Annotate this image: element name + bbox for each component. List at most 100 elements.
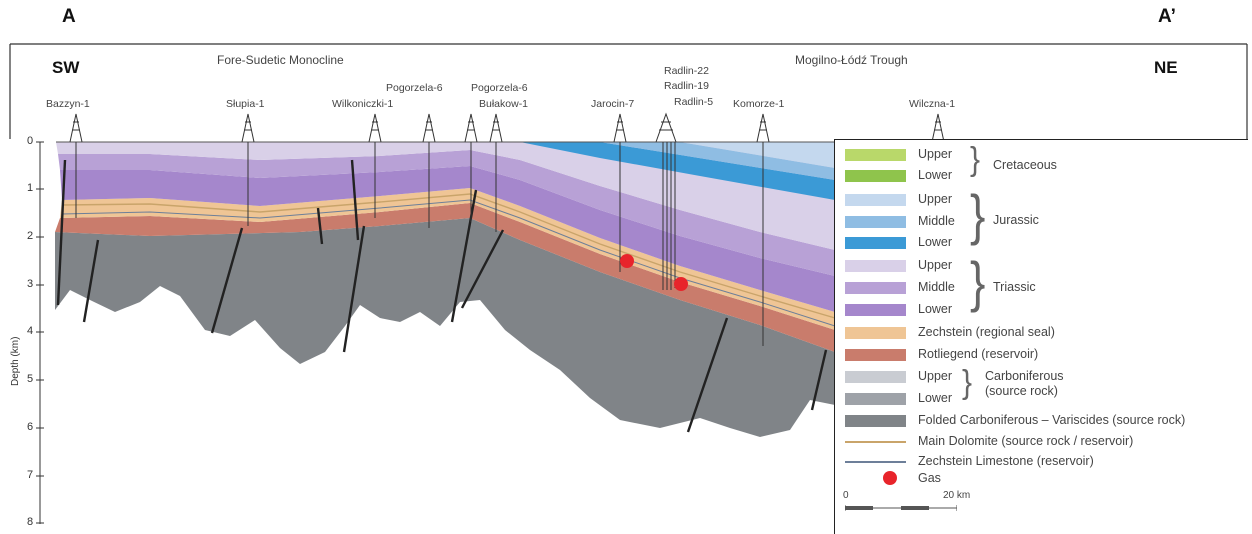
- legend-swatch: [845, 282, 906, 294]
- zechstein-limestone-line: [61, 199, 836, 327]
- legend-swatch: [845, 415, 906, 427]
- legend-label: Upper: [918, 147, 953, 161]
- depth-tick-3: 3: [27, 278, 34, 290]
- depth-tick-7: 7: [27, 469, 34, 481]
- jurassic-brace-icon: }: [970, 183, 986, 247]
- depth-tick-5: 5: [27, 373, 34, 385]
- legend-swatch: [845, 327, 906, 339]
- legend-label: Upper: [918, 192, 953, 206]
- well-wilkoniczki-1: [368, 113, 382, 218]
- gas-marker-jarocin: [620, 254, 634, 268]
- legend-swatch: [845, 349, 906, 361]
- scale-end-label: 20 km: [943, 490, 971, 501]
- legend-label: Lower: [918, 302, 953, 316]
- region-left-label: Fore-Sudetic Monocline: [217, 53, 344, 67]
- well-label-bazzyn-1: Bazzyn-1: [46, 98, 90, 110]
- depth-tick-6: 6: [27, 421, 34, 433]
- rotliegend-layer: [55, 203, 835, 352]
- well-komorze-1: [756, 113, 770, 346]
- legend-label: Lower: [918, 391, 953, 405]
- legend-label: Main Dolomite (source rock / reservoir): [918, 434, 1134, 448]
- depth-tick-8: 8: [27, 516, 34, 528]
- legend-swatch: [845, 237, 906, 249]
- section-end-label: A’: [1158, 6, 1176, 27]
- fault-7: [450, 189, 478, 323]
- legend-label: Folded Carboniferous – Variscides (sourc…: [918, 413, 1186, 427]
- fault-4: [316, 207, 324, 245]
- well-label-jarocin-7: Jarocin-7: [591, 98, 635, 110]
- wells: [69, 112, 945, 346]
- scale-zero-label: 0: [843, 490, 849, 501]
- jurassic-upper-layer: [680, 142, 835, 168]
- legend-group-cretaceous: Cretaceous: [993, 158, 1057, 172]
- well-pogorzela-6a: [422, 113, 436, 228]
- legend-label: Middle: [918, 280, 955, 294]
- legend-group-carboniferous: Carboniferous: [985, 369, 1064, 383]
- well-label-pogorzela-6a: Pogorzela-6: [386, 82, 443, 94]
- legend-swatch: [845, 371, 906, 383]
- cretaceous-brace-icon: }: [970, 141, 981, 178]
- zechstein-layer: [60, 188, 835, 330]
- main-dolomite-line: [61, 193, 836, 319]
- legend-swatch: [845, 194, 906, 206]
- triassic-upper-layer: [56, 142, 835, 250]
- well-label-radlin-19: Radlin-19: [664, 80, 709, 92]
- fault-10: [810, 349, 828, 411]
- jurassic-lower-layer: [520, 142, 835, 200]
- triassic-middle-layer: [58, 150, 835, 276]
- depth-tick-4: 4: [27, 325, 34, 337]
- well-jarocin-7: [613, 113, 627, 272]
- legend-label: Lower: [918, 235, 953, 249]
- well-label-slupia-1: Słupia-1: [226, 98, 265, 110]
- fault-8: [460, 229, 505, 309]
- fault-6: [342, 225, 366, 353]
- well-label-pogorzela-6b: Pogorzela-6: [471, 82, 528, 94]
- legend-group-jurassic: Jurassic: [993, 213, 1039, 227]
- faults: [56, 159, 828, 433]
- legend-panel: Upper Lower Upper Middle Lower Upper Mid…: [834, 139, 1248, 534]
- legend-swatch: [845, 393, 906, 405]
- triassic-brace-icon: }: [970, 250, 986, 314]
- legend-label: Zechstein Limestone (reservoir): [918, 454, 1094, 468]
- well-label-wilkoniczki-1: Wilkoniczki-1: [332, 98, 394, 110]
- legend-swatch: [845, 216, 906, 228]
- carboniferous-brace-icon: }: [962, 364, 973, 401]
- well-label-wilczna-1: Wilczna-1: [909, 98, 956, 110]
- well-pogorzela-6b: [464, 113, 478, 222]
- well-slupia-1: [241, 113, 255, 226]
- legend-label: Gas: [918, 471, 941, 485]
- legend-label: Upper: [918, 258, 953, 272]
- legend-group-triassic: Triassic: [993, 280, 1036, 294]
- depth-axis-ticks: [36, 141, 44, 524]
- depth-tick-2: 2: [27, 230, 34, 242]
- fault-5: [350, 159, 360, 241]
- well-label-radlin-22: Radlin-22: [664, 65, 709, 77]
- direction-ne-label: NE: [1154, 58, 1178, 77]
- legend-swatch: [845, 304, 906, 316]
- legend-label: Rotliegend (reservoir): [918, 347, 1039, 361]
- legend-line-swatch: [845, 441, 906, 443]
- direction-sw-label: SW: [52, 58, 80, 77]
- legend-line-swatch: [845, 461, 906, 463]
- well-radlin-group: [655, 112, 677, 290]
- depth-axis-label: Depth (km): [10, 336, 21, 386]
- well-label-radlin-5: Radlin-5: [674, 96, 714, 108]
- legend-group-carboniferous-note: (source rock): [985, 384, 1058, 398]
- section-start-label: A: [62, 6, 76, 27]
- well-wilczna-1: [931, 113, 945, 143]
- gas-marker-radlin: [674, 277, 688, 291]
- legend-label: Zechstein (regional seal): [918, 325, 1055, 339]
- well-label-komorze-1: Komorze-1: [733, 98, 785, 110]
- well-label-bulakow-1: Bułakow-1: [479, 98, 529, 110]
- legend-swatch: [845, 170, 906, 182]
- legend-label: Middle: [918, 214, 955, 228]
- legend-label: Lower: [918, 168, 953, 182]
- well-bazzyn-1: [69, 113, 83, 218]
- legend-label: Upper: [918, 369, 953, 383]
- gas-legend-icon: [883, 471, 897, 485]
- fault-9: [686, 317, 729, 433]
- legend-swatch: [845, 260, 906, 272]
- scale-bar: [845, 505, 957, 511]
- legend-swatch: [845, 149, 906, 161]
